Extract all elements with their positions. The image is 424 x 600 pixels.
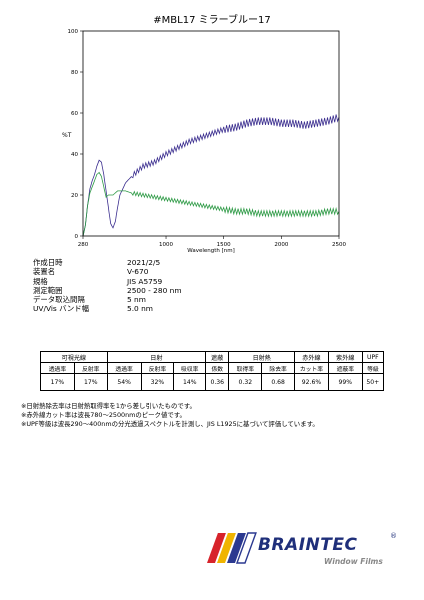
series-line-0: [82, 114, 340, 237]
x-axis-label: Wavelength [nm]: [187, 248, 235, 254]
footnote: ※UPF等級は波長290～400nmの分光透過スペクトルを計測し、JIS L19…: [21, 420, 319, 429]
table-group-cell: 赤外線: [294, 351, 329, 363]
info-row: データ取込間隔 5 nm: [33, 295, 182, 304]
table-values-row: 17% 17% 54% 32% 14% 0.36 0.32 0.68 92.6% 99% 50+: [40, 373, 385, 391]
table-sub-header: 透過率 反射率 透過率 反射率 吸収率 係数 取得率 除去率 カット率 遮蔽率 等級: [40, 362, 385, 374]
table-value-cell: 17%: [73, 373, 108, 391]
table-value-cell: 0.68: [261, 373, 296, 391]
table-sub-header-cell: 反射率: [73, 362, 108, 374]
info-row: 作成日時 2021/2/5: [33, 258, 182, 267]
x-tick-label: 1500: [217, 242, 231, 248]
footnote: ※赤外線カット率は波長780～2500nmのピーク値です。: [21, 411, 186, 420]
series-line-1: [82, 171, 340, 237]
table-sub-header-cell: 取得率: [228, 362, 263, 374]
info-row: 装置名 V-670: [33, 267, 182, 276]
plot-frame: [82, 30, 340, 237]
table-group-cell: 紫外線: [327, 351, 363, 363]
results-table: 可視光線 日射 遮蔽 日射熱 赤外線 紫外線 UPF 透過率 反射率 透過率 反射率 吸収率 係数 取得…: [40, 351, 385, 391]
table-group-cell: UPF: [361, 351, 385, 363]
registered-mark: ®: [390, 532, 397, 540]
info-value: 5 nm: [127, 295, 146, 305]
y-tick-label: 0: [75, 234, 79, 240]
y-tick-label: 20: [71, 193, 78, 199]
table-group-header: 可視光線 日射 遮蔽 日射熱 赤外線 紫外線 UPF: [40, 351, 385, 363]
table-sub-header-cell: 吸収率: [173, 362, 207, 374]
table-sub-header-cell: 除去率: [261, 362, 296, 374]
transmittance-chart: 0 20 40 60 80 100 280 1000 1500 2000 2500 %T Wavel…: [62, 29, 346, 254]
table-group-cell: 可視光線: [40, 351, 108, 363]
table-value-cell: 32%: [140, 373, 175, 391]
table-group-cell: 日射熱: [228, 351, 296, 363]
info-value: 2021/2/5: [127, 258, 161, 267]
table-sub-header-cell: 透過率: [106, 362, 142, 374]
table-value-cell: 0.36: [205, 373, 230, 391]
x-tick-label: 2000: [274, 242, 288, 248]
y-tick-label: 80: [71, 70, 78, 76]
table-value-cell: 50+: [361, 373, 385, 391]
table-sub-header-cell: 反射率: [140, 362, 175, 374]
y-axis-label: %T: [62, 132, 72, 139]
info-key: データ取込間隔: [33, 295, 85, 305]
table-group-cell: 日射: [106, 351, 207, 363]
brand-tagline: Window Films: [324, 557, 383, 566]
table-value-cell: 99%: [327, 373, 363, 391]
info-value: 2500 - 280 nm: [127, 285, 182, 295]
info-key: 作成日時: [33, 258, 63, 267]
table-value-cell: 54%: [106, 373, 142, 391]
footnotes: ※日射熱除去率は日射熱取得率を1から差し引いたものです。 ※赤外線カット率は波長7…: [21, 402, 319, 430]
x-tick-label: 280: [78, 242, 89, 248]
braintec-logo-icon: [207, 532, 257, 564]
table-sub-header-cell: カット率: [294, 362, 329, 374]
measurement-info: 作成日時 2021/2/5 装置名 V-670 規格 JIS A5759 測定範囲 2500 …: [33, 258, 182, 314]
table-value-cell: 17%: [40, 373, 75, 391]
table-sub-header-cell: 等級: [361, 362, 385, 374]
table-value-cell: 92.6%: [294, 373, 329, 391]
table-value-cell: 0.32: [228, 373, 263, 391]
footnote: ※日射熱除去率は日射熱取得率を1から差し引いたものです。: [21, 402, 196, 410]
info-value: 5.0 nm: [127, 304, 153, 314]
x-tick-label: 1000: [159, 242, 173, 248]
y-tick-label: 100: [68, 29, 79, 35]
info-row: 測定範囲 2500 - 280 nm: [33, 286, 182, 295]
info-key: 測定範囲: [33, 285, 63, 295]
info-key: 装置名: [33, 267, 56, 277]
x-tick-label: 2500: [332, 242, 346, 248]
table-group-cell: 遮蔽: [205, 351, 230, 363]
brand-name: BRAINTEC: [258, 535, 358, 555]
page-title: #MBL17 ミラーブルー17: [153, 15, 271, 26]
info-key: 規格: [33, 276, 48, 286]
y-tick-label: 60: [71, 111, 78, 117]
info-key: UV/Vis バンド幅: [33, 304, 90, 314]
info-value: V-670: [127, 267, 149, 277]
info-row: 規格 JIS A5759: [33, 277, 182, 286]
info-value: JIS A5759: [127, 276, 163, 286]
y-tick-label: 40: [71, 152, 78, 158]
info-row: UV/Vis バンド幅 5.0 nm: [33, 304, 182, 313]
table-sub-header-cell: 遮蔽率: [327, 362, 363, 374]
table-sub-header-cell: 係数: [205, 362, 230, 374]
table-sub-header-cell: 透過率: [40, 362, 75, 374]
table-value-cell: 14%: [173, 373, 207, 391]
